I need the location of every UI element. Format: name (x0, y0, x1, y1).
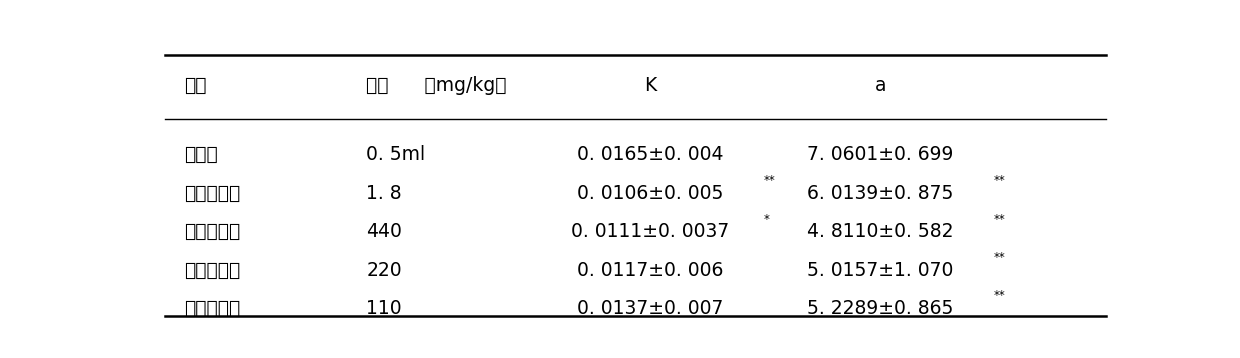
Text: **: ** (994, 174, 1006, 187)
Text: 1. 8: 1. 8 (367, 184, 402, 203)
Text: 6. 0139±0. 875: 6. 0139±0. 875 (807, 184, 954, 203)
Text: 5. 2289±0. 865: 5. 2289±0. 865 (807, 299, 954, 318)
Text: 220: 220 (367, 261, 402, 280)
Text: a: a (874, 76, 887, 95)
Text: 0. 0117±0. 006: 0. 0117±0. 006 (577, 261, 723, 280)
Text: **: ** (994, 213, 1006, 226)
Text: 组别: 组别 (184, 76, 206, 95)
Text: 知母低剂量: 知母低剂量 (184, 299, 241, 318)
Text: **: ** (994, 289, 1006, 302)
Text: **: ** (994, 251, 1006, 265)
Text: 0. 5ml: 0. 5ml (367, 145, 425, 164)
Text: 110: 110 (367, 299, 402, 318)
Text: 7. 0601±0. 699: 7. 0601±0. 699 (807, 145, 954, 164)
Text: 地塞米松组: 地塞米松组 (184, 184, 241, 203)
Text: 剂量      （mg/kg）: 剂量 （mg/kg） (367, 76, 507, 95)
Text: *: * (764, 213, 769, 226)
Text: 知母高剂量: 知母高剂量 (184, 222, 241, 241)
Text: 空白组: 空白组 (184, 145, 217, 164)
Text: 0. 0137±0. 007: 0. 0137±0. 007 (577, 299, 723, 318)
Text: 0. 0165±0. 004: 0. 0165±0. 004 (577, 145, 723, 164)
Text: 0. 0111±0. 0037: 0. 0111±0. 0037 (570, 222, 729, 241)
Text: 知母中剂量: 知母中剂量 (184, 261, 241, 280)
Text: 4. 8110±0. 582: 4. 8110±0. 582 (807, 222, 954, 241)
Text: **: ** (764, 174, 775, 187)
Text: 0. 0106±0. 005: 0. 0106±0. 005 (577, 184, 723, 203)
Text: 5. 0157±1. 070: 5. 0157±1. 070 (807, 261, 954, 280)
Text: 440: 440 (367, 222, 402, 241)
Text: K: K (644, 76, 656, 95)
